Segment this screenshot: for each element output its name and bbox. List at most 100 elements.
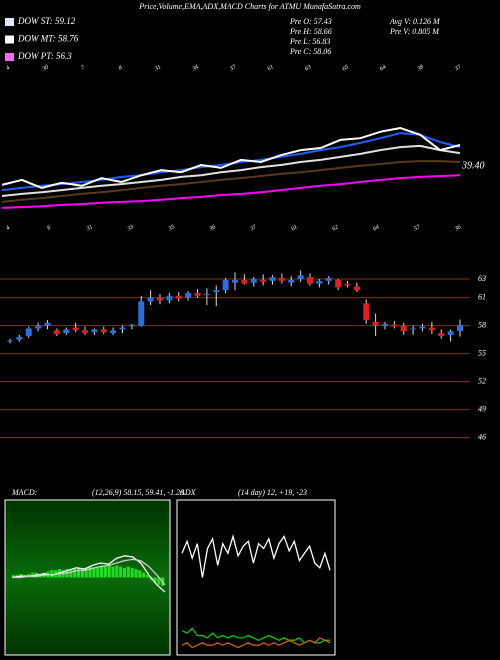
x-date-label: 37 xyxy=(249,224,259,233)
macd-histogram-bar xyxy=(145,575,149,578)
macd-histogram-bar xyxy=(77,567,81,578)
candle-body xyxy=(138,301,145,326)
candle-body xyxy=(91,329,98,333)
candle-body xyxy=(222,279,229,291)
macd-histogram-bar xyxy=(69,570,73,578)
candle-body xyxy=(185,293,192,298)
series-line xyxy=(1,174,461,209)
series-line xyxy=(181,534,331,578)
x-date-label: 7 xyxy=(80,64,86,71)
candle-body xyxy=(128,324,135,326)
info-text: Pre O: 57.43 xyxy=(289,17,332,26)
candle-body xyxy=(203,293,210,295)
x-date-label: 38 xyxy=(416,64,425,73)
candle-body xyxy=(110,330,117,334)
candle-body xyxy=(297,275,304,279)
candle-body xyxy=(382,323,388,326)
legend-label: DOW MT: 58.76 xyxy=(17,34,79,44)
candle-body xyxy=(457,325,463,331)
x-date-label: 31 xyxy=(85,224,94,233)
macd-histogram-bar xyxy=(92,567,96,578)
macd-histogram-bar xyxy=(12,575,16,578)
candle-body xyxy=(419,326,426,329)
macd-histogram-bar xyxy=(115,565,119,578)
x-date-label: 61 xyxy=(267,64,275,72)
chart-title: Price,Volume,EMA,ADX,MACD Charts for ATM… xyxy=(138,2,361,11)
macd-histogram-bar xyxy=(73,569,77,578)
x-date-label: 64 xyxy=(379,63,388,72)
candle-body xyxy=(7,340,13,342)
macd-histogram-bar xyxy=(96,566,100,578)
candle-body xyxy=(100,329,107,333)
series-line xyxy=(1,160,461,203)
x-date-label: 34 xyxy=(190,63,200,73)
candle-body xyxy=(35,325,42,329)
x-date-label: 33 xyxy=(126,224,135,233)
candle-body xyxy=(260,279,267,282)
y-tick-label: 61 xyxy=(478,292,486,301)
macd-histogram-bar xyxy=(134,569,138,578)
candle-body xyxy=(428,327,435,331)
x-date-label: 57 xyxy=(413,224,422,233)
candle-body xyxy=(335,279,342,288)
adx-title: ADX xyxy=(179,488,197,497)
y-tick-label: 46 xyxy=(478,432,486,441)
candle-body xyxy=(410,328,417,330)
macd-histogram-bar xyxy=(130,567,134,578)
x-date-label: 37 xyxy=(453,64,463,73)
candle-body xyxy=(241,279,248,284)
macd-histogram-bar xyxy=(84,567,88,578)
x-date-label: 62 xyxy=(331,224,339,232)
candle-body xyxy=(166,295,173,301)
info-text: Pre V: 0.805 M xyxy=(389,27,440,36)
legend-swatch xyxy=(5,18,14,26)
candle-body xyxy=(157,297,163,301)
series-line xyxy=(181,637,331,649)
y-tick-label: 63 xyxy=(478,274,486,283)
info-text: Pre L: 56.83 xyxy=(289,37,330,46)
price-annotation: 39.40 xyxy=(461,160,485,171)
candle-body xyxy=(372,321,379,326)
y-tick-label: 55 xyxy=(478,348,486,357)
series-line xyxy=(1,144,461,197)
macd-histogram-bar xyxy=(103,566,107,578)
candle-body xyxy=(307,277,313,284)
candle-body xyxy=(278,278,285,281)
candle-body xyxy=(363,303,370,321)
adx-panel xyxy=(176,499,336,656)
info-text: Pre C: 58.06 xyxy=(289,47,331,56)
candle-body xyxy=(447,331,454,335)
macd-histogram-bar xyxy=(88,566,92,578)
x-date-label: 31 xyxy=(153,64,162,73)
candle-body xyxy=(44,322,51,326)
candle-body xyxy=(288,279,295,283)
candle-body xyxy=(25,328,32,336)
macd-histogram-bar xyxy=(138,570,142,578)
candle-body xyxy=(53,330,60,335)
y-tick-label: 49 xyxy=(478,404,486,413)
macd-histogram-bar xyxy=(142,572,146,578)
candle-body xyxy=(316,280,323,284)
x-date-label: 35 xyxy=(167,224,176,233)
macd-histogram-bar xyxy=(50,570,54,578)
legend-swatch xyxy=(5,53,14,61)
macd-histogram-bar xyxy=(119,566,123,578)
candle-body xyxy=(194,293,201,296)
legend-label: DOW PT: 56.3 xyxy=(17,51,72,61)
x-date-label: 30 xyxy=(41,64,50,73)
x-date-label: 4 xyxy=(5,224,11,232)
candle-body xyxy=(232,279,238,283)
legend-label: DOW ST: 59.12 xyxy=(17,16,76,26)
candle-body xyxy=(119,327,126,330)
candle-body xyxy=(175,295,182,299)
info-text: Avg V: 0.126 M xyxy=(389,17,441,26)
macd-title: MACD: xyxy=(11,488,38,497)
x-date-label: 36 xyxy=(453,224,462,233)
candle-body xyxy=(344,283,351,286)
series-line xyxy=(11,555,166,593)
x-date-label: 36 xyxy=(208,224,217,233)
candle-body xyxy=(72,327,79,331)
macd-histogram-bar xyxy=(99,565,104,578)
legend-swatch xyxy=(5,35,14,44)
